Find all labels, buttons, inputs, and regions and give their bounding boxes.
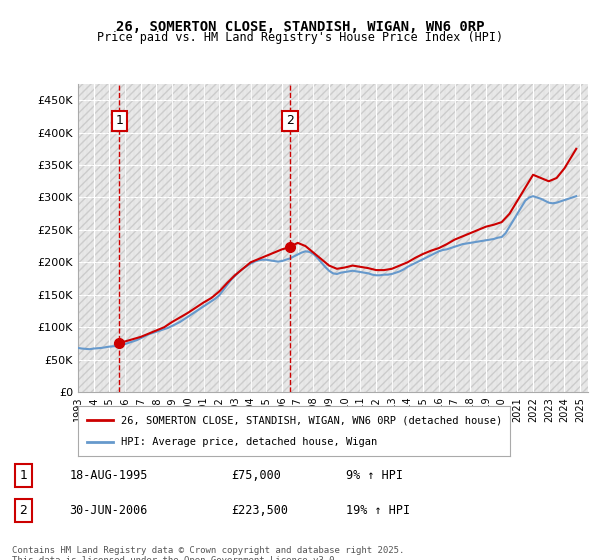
Text: 1: 1 <box>20 469 28 482</box>
Text: Price paid vs. HM Land Registry's House Price Index (HPI): Price paid vs. HM Land Registry's House … <box>97 31 503 44</box>
Text: Contains HM Land Registry data © Crown copyright and database right 2025.
This d: Contains HM Land Registry data © Crown c… <box>12 546 404 560</box>
Text: £223,500: £223,500 <box>231 503 288 517</box>
Text: £75,000: £75,000 <box>231 469 281 482</box>
Text: 26, SOMERTON CLOSE, STANDISH, WIGAN, WN6 0RP: 26, SOMERTON CLOSE, STANDISH, WIGAN, WN6… <box>116 20 484 34</box>
Text: 18-AUG-1995: 18-AUG-1995 <box>70 469 148 482</box>
Text: 2: 2 <box>286 114 294 128</box>
Text: 30-JUN-2006: 30-JUN-2006 <box>70 503 148 517</box>
Text: 26, SOMERTON CLOSE, STANDISH, WIGAN, WN6 0RP (detached house): 26, SOMERTON CLOSE, STANDISH, WIGAN, WN6… <box>121 415 502 425</box>
Text: 9% ↑ HPI: 9% ↑ HPI <box>346 469 403 482</box>
Text: HPI: Average price, detached house, Wigan: HPI: Average price, detached house, Wiga… <box>121 437 377 447</box>
Text: 19% ↑ HPI: 19% ↑ HPI <box>346 503 410 517</box>
Text: 2: 2 <box>20 503 28 517</box>
Text: 1: 1 <box>115 114 123 128</box>
